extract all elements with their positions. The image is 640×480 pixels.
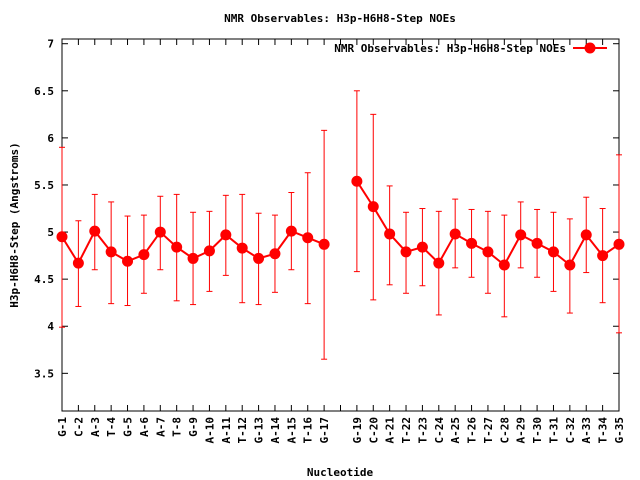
data-point <box>498 259 510 271</box>
error-bars <box>59 90 622 360</box>
y-tick-label: 7 <box>47 38 54 51</box>
x-tick-label: A-6 <box>138 417 151 437</box>
data-point <box>220 229 232 241</box>
data-point <box>302 232 314 244</box>
x-tick-label: A-7 <box>154 417 167 437</box>
x-tick-label: T-26 <box>466 417 479 444</box>
x-tick-label: A-29 <box>515 417 528 444</box>
data-point <box>515 229 527 241</box>
x-tick-label: C-28 <box>498 417 511 444</box>
x-tick-label: T-27 <box>482 417 495 444</box>
y-tick-label: 6 <box>47 132 54 145</box>
y-tick-label: 5 <box>47 226 54 239</box>
x-axis: G-1 C-2 A-3 T-4 G-5 A-6 A-7 T-8 G-9 A-10 A-11 T-12 G… <box>56 39 626 444</box>
x-tick-label: G-5 <box>122 417 135 437</box>
data-point <box>449 228 461 240</box>
x-tick-label: C-2 <box>72 417 85 437</box>
data-point <box>203 245 215 257</box>
x-tick-label: G-17 <box>318 417 331 444</box>
data-point <box>269 248 281 260</box>
data-point <box>56 231 68 243</box>
x-tick-label: A-15 <box>285 417 298 444</box>
data-point <box>531 237 543 249</box>
x-tick-label: A-11 <box>220 417 233 444</box>
data-point <box>416 241 428 253</box>
data-point <box>171 241 183 253</box>
data-point <box>466 237 478 249</box>
y-tick-label: 5.5 <box>34 179 54 192</box>
legend-label: NMR Observables: H3p-H6H8-Step NOEs <box>334 42 566 55</box>
x-tick-label: G-9 <box>187 417 200 437</box>
x-tick-label: A-14 <box>269 417 282 444</box>
x-tick-label: T-8 <box>171 417 184 437</box>
x-tick-label: T-30 <box>531 417 544 444</box>
x-tick-label: G-13 <box>253 417 266 444</box>
y-tick-label: 3.5 <box>34 367 54 380</box>
data-point <box>597 250 609 262</box>
data-point <box>384 228 396 240</box>
x-tick-label: G-1 <box>56 417 69 437</box>
legend-marker <box>584 42 596 54</box>
x-tick-label: C-20 <box>367 417 380 444</box>
x-tick-label: A-3 <box>89 417 102 437</box>
y-axis-label: H3p-H6H8-Step (Angstroms) <box>8 142 21 308</box>
data-point <box>547 246 559 258</box>
x-tick-label: T-16 <box>302 417 315 444</box>
x-tick-label: G-35 <box>613 417 626 444</box>
data-point <box>564 259 576 271</box>
data-point <box>72 257 84 269</box>
data-point <box>187 252 199 264</box>
y-axis: 3.5 4 4.5 5 5.5 6 6.5 7 <box>34 38 619 380</box>
data-point <box>89 225 101 237</box>
y-tick-label: 4 <box>47 320 54 333</box>
data-point <box>253 252 265 264</box>
x-tick-label: A-10 <box>203 417 216 444</box>
x-tick-label: G-19 <box>351 417 364 444</box>
x-tick-label: T-12 <box>236 417 249 444</box>
x-tick-label: T-22 <box>400 417 413 444</box>
data-point <box>122 255 134 267</box>
legend: NMR Observables: H3p-H6H8-Step NOEs <box>334 42 607 55</box>
x-tick-label: T-34 <box>597 417 610 444</box>
x-tick-label: T-23 <box>416 417 429 444</box>
data-point <box>580 229 592 241</box>
data-point <box>351 175 363 187</box>
x-tick-label: A-21 <box>384 417 397 444</box>
data-point <box>105 246 117 258</box>
x-axis-label: Nucleotide <box>307 466 374 479</box>
data-point <box>433 257 445 269</box>
series-points <box>56 175 625 271</box>
x-tick-label: C-32 <box>564 417 577 444</box>
data-point <box>367 201 379 213</box>
data-point <box>138 249 150 261</box>
x-tick-label: A-25 <box>449 417 462 444</box>
data-point <box>613 238 625 250</box>
data-point <box>318 238 330 250</box>
data-point <box>154 226 166 238</box>
chart-title: NMR Observables: H3p-H6H8-Step NOEs <box>224 12 456 25</box>
data-point <box>400 246 412 258</box>
y-tick-label: 4.5 <box>34 273 54 286</box>
plot-area <box>61 38 620 412</box>
data-point <box>236 242 248 254</box>
x-tick-label: A-33 <box>580 417 593 444</box>
x-tick-label: T-4 <box>105 417 118 437</box>
x-tick-label: T-31 <box>547 417 560 444</box>
x-tick-label: C-24 <box>433 417 446 444</box>
y-tick-label: 6.5 <box>34 85 54 98</box>
data-point <box>482 246 494 258</box>
data-point <box>285 225 297 237</box>
